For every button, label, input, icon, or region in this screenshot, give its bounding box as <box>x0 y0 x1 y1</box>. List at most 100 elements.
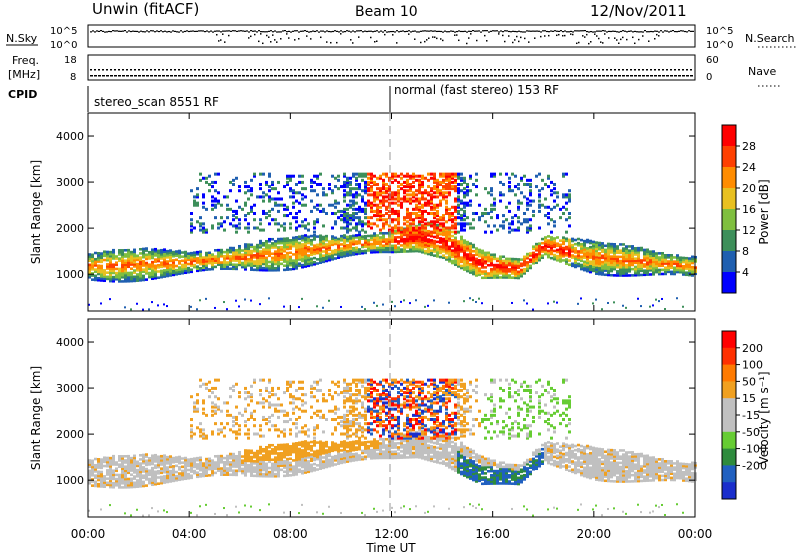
power-cell <box>100 254 103 257</box>
freq-mark <box>258 75 261 77</box>
power-cell <box>499 199 502 203</box>
velocity-cell <box>109 475 112 479</box>
velocity-cell <box>178 455 181 459</box>
nsky-mark <box>678 30 680 32</box>
power-cell <box>112 253 115 256</box>
velocity-cell <box>172 467 175 470</box>
power-cell <box>412 212 415 215</box>
power-cell <box>487 224 490 228</box>
velocity-cell <box>256 474 259 478</box>
freq-mark <box>566 69 568 71</box>
power-cell <box>646 254 649 258</box>
power-cell <box>433 299 435 302</box>
power-cell <box>529 178 532 182</box>
velocity-cell <box>130 465 133 468</box>
nsky-mark <box>274 30 276 32</box>
power-cell <box>625 253 628 257</box>
nsky-mark <box>236 30 238 33</box>
velocity-cell <box>244 386 247 390</box>
velocity-cell <box>151 468 154 472</box>
power-cell <box>601 264 604 268</box>
velocity-cell <box>115 484 118 487</box>
power-cell <box>595 249 598 253</box>
power-cell <box>289 241 292 244</box>
power-cell <box>400 250 403 253</box>
power-cell <box>352 199 355 203</box>
velocity-cell <box>148 481 151 485</box>
power-cell <box>601 308 603 311</box>
freq-mark <box>650 69 652 71</box>
power-cell <box>463 222 466 226</box>
freq-mark <box>630 75 633 77</box>
velocity-cell <box>235 454 238 458</box>
power-cell <box>436 252 439 256</box>
power-cell <box>325 251 328 255</box>
velocity-cell <box>220 471 223 474</box>
power-cell <box>232 178 235 182</box>
power-cell <box>274 187 277 191</box>
power-cell <box>523 220 526 224</box>
power-cell <box>301 251 304 254</box>
power-cell <box>334 212 337 215</box>
power-cell <box>250 255 253 259</box>
nsky-mark <box>128 30 130 32</box>
power-cell <box>262 250 265 253</box>
power-cell <box>313 226 316 230</box>
velocity-cell <box>211 432 214 436</box>
power-cell <box>436 223 439 227</box>
power-cell <box>526 252 529 256</box>
power-cell <box>163 264 166 268</box>
power-cell <box>532 308 534 311</box>
power-cell <box>316 243 319 247</box>
freq-mark <box>574 75 577 77</box>
power-cell <box>286 176 289 180</box>
power-cell <box>355 236 358 239</box>
power-cell <box>391 201 394 205</box>
power-cell <box>289 189 292 193</box>
freq-mark <box>386 75 389 77</box>
power-cell <box>658 260 661 263</box>
power-cell <box>568 244 571 248</box>
power-cell <box>238 263 241 267</box>
power-cell <box>394 212 397 215</box>
power-cell <box>529 266 532 270</box>
power-cell <box>364 222 367 226</box>
nsky-mark <box>362 31 364 33</box>
power-cell <box>646 271 649 274</box>
power-cell <box>154 266 157 270</box>
power-cell <box>301 247 304 250</box>
velocity-cell <box>247 451 250 454</box>
nsky-mark <box>424 40 426 43</box>
velocity-cell <box>196 407 199 411</box>
power-cell <box>385 189 388 193</box>
power-cell <box>211 199 214 203</box>
power-cell <box>313 238 316 241</box>
power-cell <box>205 260 208 263</box>
power-cell <box>145 272 148 275</box>
nsky-mark <box>370 30 372 32</box>
velocity-cell <box>157 510 159 513</box>
power-cell <box>412 239 415 243</box>
velocity-cell <box>91 467 94 471</box>
velocity-cell <box>151 454 154 458</box>
power-cell <box>442 174 445 178</box>
power-cell <box>172 261 175 264</box>
velocity-cell <box>118 473 121 477</box>
freq-mark <box>226 69 228 71</box>
power-cell <box>310 189 313 193</box>
freq-mark <box>562 69 564 71</box>
power-cell <box>427 193 430 197</box>
power-cell <box>487 251 490 255</box>
nsky-mark <box>342 31 344 33</box>
nsky-mark <box>582 30 584 32</box>
power-cell <box>610 244 613 248</box>
velocity-cell <box>259 466 262 470</box>
power-cell <box>619 251 622 255</box>
velocity-cell <box>244 420 247 424</box>
power-cell <box>454 185 457 189</box>
velocity-cell <box>97 472 100 476</box>
power-cell <box>292 253 295 256</box>
power-cell <box>199 228 202 232</box>
power-cell <box>94 260 97 263</box>
power-cell <box>652 256 655 260</box>
